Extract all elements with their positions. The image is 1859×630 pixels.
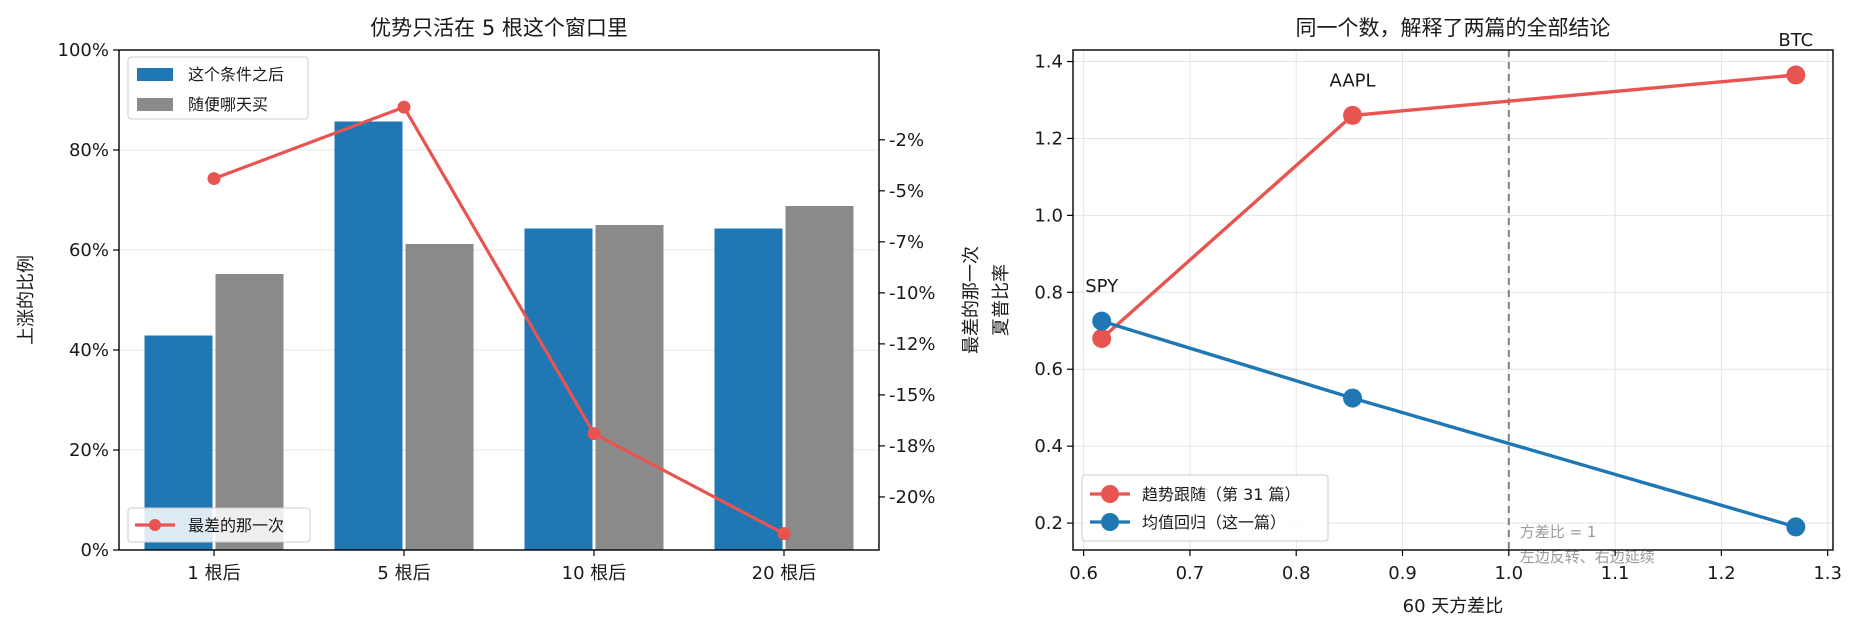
trend-following-line [1100, 73, 1796, 340]
point-label-aapl: AAPL [1330, 70, 1376, 91]
bar-condition [714, 228, 783, 550]
right-chart-y-ticks: 0.2 0.4 0.6 0.8 1.0 1.2 1.4 [1034, 52, 1073, 534]
y2-tick-label: -7% [889, 232, 924, 253]
right-y-ticks: -2% -5% -7% -10% -12% -15% -18% -20% [879, 130, 936, 508]
right-chart-x-ticks: 0.6 0.7 0.8 0.9 1.0 1.1 1.2 1.3 [1069, 550, 1842, 584]
right-plot-frame [1072, 49, 1834, 551]
left-chart: 优势只活在 5 根这个窗口里 0% 20% 40% 60% 80% 100% -2% -5%… [16, 16, 982, 584]
right-chart-title: 同一个数，解释了两篇的全部结论 [1296, 16, 1611, 40]
legend-swatch-condition [137, 68, 173, 81]
y2-tick-label: -5% [889, 181, 924, 202]
legend-label-condition: 这个条件之后 [188, 65, 284, 84]
trend-following-point [1092, 328, 1112, 348]
right-y-axis-label: 最差的那一次 [961, 246, 982, 354]
x-tick-label: 1.2 [1707, 563, 1736, 584]
y2-tick-label: -12% [889, 334, 936, 355]
y-tick-label: 60% [69, 240, 109, 261]
threshold-note-2: 左边反转、右边延续 [1520, 548, 1655, 566]
legend-label-trend: 趋势跟随（第 31 篇） [1142, 485, 1301, 504]
y-tick-label: 20% [69, 440, 109, 461]
worst-case-point [777, 527, 791, 541]
y-tick-label: 0.8 [1034, 282, 1063, 303]
mean-reversion-point [1092, 311, 1112, 331]
right-gridlines [1073, 50, 1833, 550]
left-plot-frame [118, 49, 880, 551]
worst-case-point [397, 100, 411, 114]
worst-case-point [587, 427, 601, 441]
y-tick-label: 100% [58, 40, 109, 61]
x-tick-label: 10 根后 [562, 563, 627, 584]
y2-tick-label: -10% [889, 283, 936, 304]
right-series [1092, 65, 1806, 537]
legend-label-meanrev: 均值回归（这一篇） [1142, 513, 1286, 532]
strategy-legend: 趋势跟随（第 31 篇） 均值回归（这一篇） [1081, 474, 1329, 542]
legend-swatch-random [137, 98, 173, 111]
bar-random [595, 225, 664, 550]
y-tick-label: 1.0 [1034, 205, 1063, 226]
y-tick-label: 0.6 [1034, 359, 1063, 380]
x-tick-label: 1.0 [1494, 563, 1523, 584]
left-x-ticks: 1 根后 5 根后 10 根后 20 根后 [187, 550, 816, 584]
legend-marker-meanrev [1101, 513, 1119, 531]
bar-random [215, 274, 284, 550]
x-tick-label: 5 根后 [377, 563, 430, 584]
x-tick-label: 1.3 [1813, 563, 1842, 584]
y2-tick-label: -15% [889, 385, 936, 406]
y-tick-label: 40% [69, 340, 109, 361]
y-tick-label: 80% [69, 140, 109, 161]
legend-label-worst: 最差的那一次 [188, 516, 284, 535]
bar-random [405, 244, 474, 550]
x-tick-label: 0.7 [1176, 563, 1205, 584]
left-bars [144, 121, 854, 550]
x-tick-label: 0.6 [1069, 563, 1098, 584]
legend-marker-worst [149, 519, 161, 531]
bar-legend: 这个条件之后 随便哪天买 [127, 56, 309, 120]
threshold-note-1: 方差比 = 1 [1520, 523, 1597, 541]
left-y-axis-label: 上涨的比例 [16, 255, 37, 345]
bar-condition [334, 121, 403, 550]
point-label-btc: BTC [1778, 30, 1813, 51]
right-chart-y-axis-label: 夏普比率 [991, 264, 1012, 336]
mean-reversion-point [1786, 517, 1806, 537]
x-tick-label: 20 根后 [752, 563, 817, 584]
x-tick-label: 1 根后 [187, 563, 240, 584]
worst-case-point [207, 172, 221, 186]
line-legend: 最差的那一次 [127, 507, 311, 543]
left-chart-title: 优势只活在 5 根这个窗口里 [370, 16, 628, 40]
y2-tick-label: -18% [889, 436, 936, 457]
y-tick-label: 1.4 [1034, 52, 1063, 73]
legend-marker-trend [1101, 485, 1119, 503]
y-tick-label: 0.2 [1034, 513, 1063, 534]
y2-tick-label: -2% [889, 130, 924, 151]
bar-random [785, 206, 854, 550]
x-tick-label: 0.8 [1282, 563, 1311, 584]
x-tick-label: 1.1 [1601, 563, 1630, 584]
trend-following-point [1343, 105, 1363, 125]
y-tick-label: 1.2 [1034, 128, 1063, 149]
point-labels: SPY AAPL BTC [1085, 30, 1813, 297]
y-tick-label: 0.4 [1034, 436, 1063, 457]
trend-following-point [1786, 65, 1806, 85]
left-y-ticks: 0% 20% 40% 60% 80% 100% [58, 40, 119, 561]
x-tick-label: 0.9 [1388, 563, 1417, 584]
worst-case-line [213, 105, 785, 536]
worst-case-markers [207, 100, 791, 541]
mean-reversion-point [1343, 388, 1363, 408]
point-label-spy: SPY [1085, 276, 1119, 297]
legend-label-random: 随便哪天买 [188, 95, 268, 114]
right-chart: 同一个数，解释了两篇的全部结论 方差比 = 1 左边反转、右边延续 SPY AAP… [991, 16, 1842, 617]
right-x-axis-label: 60 天方差比 [1403, 596, 1504, 617]
bar-condition [524, 228, 593, 550]
y-tick-label: 0% [80, 540, 109, 561]
y2-tick-label: -20% [889, 487, 936, 508]
